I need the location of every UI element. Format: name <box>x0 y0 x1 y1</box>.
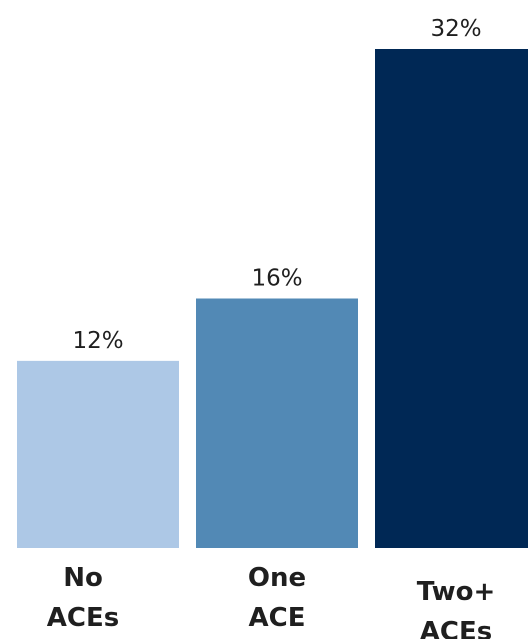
category-label-0-line-0: No <box>63 563 103 593</box>
value-label-2: 32% <box>430 16 481 42</box>
bar-2 <box>375 49 528 548</box>
category-label-1-line-0: One <box>248 563 306 593</box>
category-label-0-line-1: ACEs <box>47 603 119 633</box>
category-label-2-line-0: Two+ <box>417 577 496 607</box>
value-label-1: 16% <box>251 266 302 292</box>
bar-0 <box>17 360 179 548</box>
category-label-1-line-1: ACE <box>249 603 306 633</box>
bar-1 <box>196 298 358 548</box>
value-label-0: 12% <box>72 328 123 354</box>
category-label-2-line-1: ACEs <box>420 617 492 639</box>
